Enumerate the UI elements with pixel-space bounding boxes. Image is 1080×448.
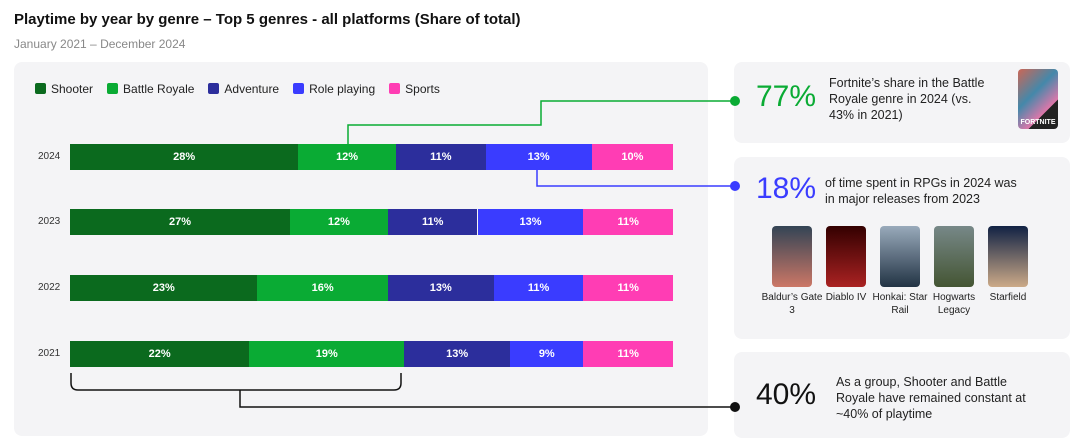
- legend-label: Battle Royale: [123, 82, 195, 96]
- legend: Shooter Battle Royale Adventure Role playin…: [35, 82, 440, 96]
- legend-item: Shooter: [35, 82, 93, 96]
- y-tick-label: 2021: [38, 348, 61, 359]
- legend-label: Sports: [405, 82, 440, 96]
- fortnite-logo: FORTNITE: [1020, 119, 1056, 126]
- bar-segment: 11%: [396, 144, 486, 170]
- game-name: Honkai: Star Rail: [872, 292, 928, 316]
- legend-item: Battle Royale: [107, 82, 194, 96]
- bar-segment: 10%: [591, 144, 674, 170]
- bar-segment: 22%: [70, 341, 250, 367]
- callout-value-18: 18%: [756, 172, 817, 205]
- bar-segment: 28%: [70, 144, 299, 170]
- callout-fortnite: [734, 62, 1070, 143]
- bar-segment: 23%: [70, 275, 258, 301]
- game-cover: [826, 226, 866, 287]
- bar-segment: 11%: [583, 209, 674, 235]
- legend-swatch: [389, 83, 401, 94]
- connector-battle-royale: [347, 100, 735, 144]
- legend-label: Adventure: [224, 82, 280, 96]
- bar-segment: 27%: [70, 209, 291, 235]
- legend-swatch: [107, 83, 119, 94]
- game-name: Starfield: [989, 292, 1027, 303]
- game-cover: [880, 226, 920, 287]
- dot-green: [730, 96, 740, 106]
- callout-text-fortnite: Fortnite’s share in the Battle Royale ge…: [829, 76, 985, 122]
- bar-segment: 9%: [510, 341, 584, 367]
- callout-text-group: As a group, Shooter and Battle Royale ha…: [836, 375, 1026, 421]
- y-tick-label: 2022: [38, 282, 61, 293]
- game-cover: [934, 226, 974, 287]
- bar-segment: 13%: [404, 341, 511, 367]
- connector-rpg: [536, 170, 735, 187]
- legend-item: Role playing: [293, 82, 375, 96]
- legend-item: Adventure: [208, 82, 279, 96]
- game-name: Hogwarts Legacy: [932, 292, 976, 316]
- game-name: Diablo IV: [825, 292, 867, 303]
- legend-swatch: [208, 83, 220, 94]
- bar-segment: 12%: [290, 209, 388, 235]
- legend-label: Role playing: [309, 82, 376, 96]
- callout-text-rpg: of time spent in RPGs in 2024 was in maj…: [825, 176, 1017, 206]
- callout-value-40: 40%: [756, 378, 817, 411]
- bar-segment: 13%: [485, 144, 592, 170]
- bracket-shooter-br: [70, 373, 402, 391]
- bar-segment: 16%: [257, 275, 388, 301]
- chart-subtitle: January 2021 – December 2024: [14, 37, 186, 51]
- legend-swatch: [35, 83, 46, 94]
- bar-segment: 11%: [583, 341, 674, 367]
- dot-black: [730, 402, 740, 412]
- fortnite-image: FORTNITE: [1018, 69, 1058, 129]
- legend-label: Shooter: [51, 82, 94, 96]
- callout-value-77: 77%: [756, 80, 817, 113]
- y-tick-label: 2024: [38, 151, 61, 162]
- bar-segment: 13%: [387, 275, 494, 301]
- bar-segment: 12%: [298, 144, 396, 170]
- bar-segment: 11%: [493, 275, 584, 301]
- bar-segment: 19%: [249, 341, 405, 367]
- connector-group: [239, 390, 735, 408]
- chart-title: Playtime by year by genre – Top 5 genres…: [14, 11, 521, 28]
- dot-blue: [730, 181, 740, 191]
- bar-segment: 11%: [387, 209, 478, 235]
- callout-group: [734, 352, 1070, 438]
- bar-segment: 11%: [583, 275, 674, 301]
- game-cover: [772, 226, 812, 287]
- legend-swatch: [293, 83, 305, 94]
- y-tick-label: 2023: [38, 216, 61, 227]
- game-name: Baldur’s Gate 3: [761, 292, 823, 316]
- bar-segment: 13%: [477, 209, 584, 235]
- game-cover: [988, 226, 1028, 287]
- legend-item: Sports: [389, 82, 440, 96]
